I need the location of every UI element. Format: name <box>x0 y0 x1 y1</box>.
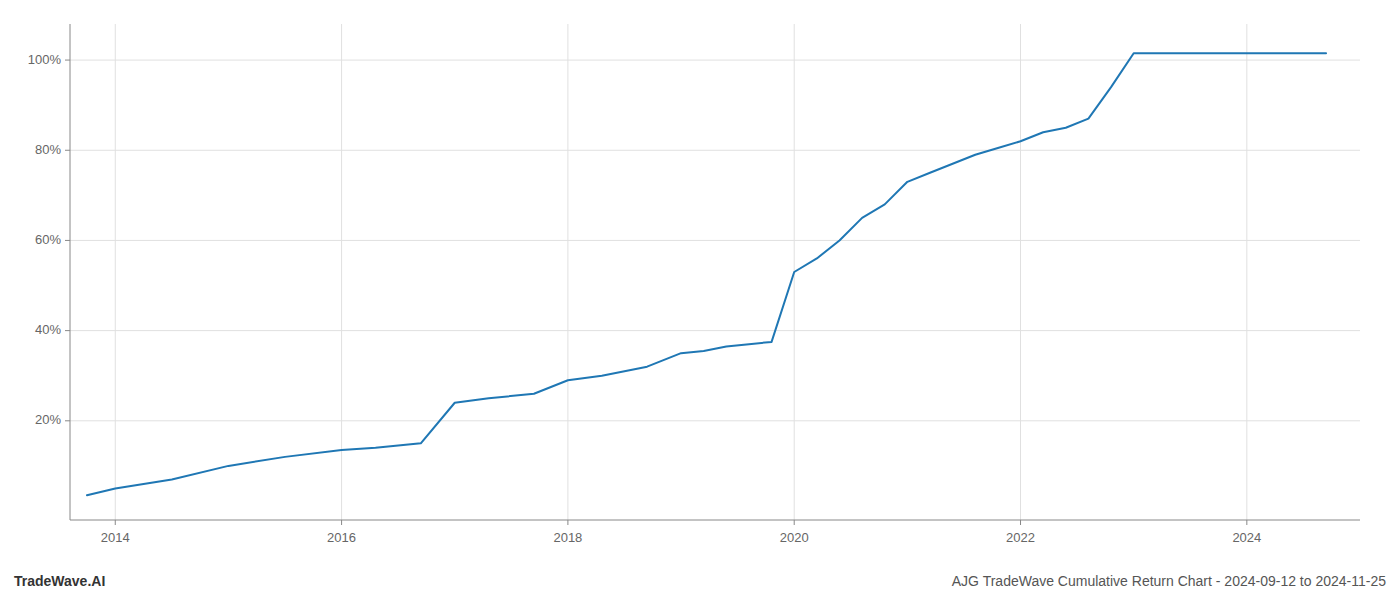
title: AJG TradeWave Cumulative Return Chart - … <box>952 573 1386 589</box>
grid-line-x <box>115 24 116 520</box>
tick-label-x: 2016 <box>327 530 356 545</box>
tick-y <box>65 240 70 241</box>
plot-area <box>87 53 1326 495</box>
grid-line-y <box>70 150 1360 151</box>
tick-x <box>1246 520 1247 525</box>
watermark: TradeWave.AI <box>14 573 105 589</box>
tick-label-y: 80% <box>35 142 61 157</box>
tick-label-y: 40% <box>35 322 61 337</box>
grid-line-y <box>70 60 1360 61</box>
tick-y <box>65 60 70 61</box>
tick-y <box>65 150 70 151</box>
tick-label-y: 20% <box>35 412 61 427</box>
tick-label-x: 2014 <box>101 530 130 545</box>
tick-label-x: 2024 <box>1232 530 1261 545</box>
tick-label-x: 2020 <box>780 530 809 545</box>
grid-line-y <box>70 330 1360 331</box>
tick-x <box>341 520 342 525</box>
grid-line-y <box>70 420 1360 421</box>
line <box>87 53 1326 495</box>
chart-container: 20% 40% 60% 80% 100% 2014 2016 2018 2020 2022 2024… <box>0 0 1400 600</box>
tick-y <box>65 420 70 421</box>
tick-x <box>115 520 116 525</box>
grid-line-y <box>70 240 1360 241</box>
axis-y <box>70 24 71 520</box>
grid <box>70 24 1360 520</box>
axes: 20% 40% 60% 80% 100% 2014 2016 2018 2020 2022 2024 <box>28 24 1360 545</box>
tick-label-y: 60% <box>35 232 61 247</box>
grid-line-x <box>1020 24 1021 520</box>
chart: 20% 40% 60% 80% 100% 2014 2016 2018 2020 2022 2024… <box>0 0 1400 600</box>
tick-y <box>65 330 70 331</box>
tick-x <box>794 520 795 525</box>
grid-line-x <box>567 24 568 520</box>
tick-label-x: 2018 <box>553 530 582 545</box>
tick-x <box>1020 520 1021 525</box>
grid-line-x <box>1246 24 1247 520</box>
background <box>0 0 1400 600</box>
axis-x <box>70 520 1360 521</box>
tick-x <box>567 520 568 525</box>
grid-line-x <box>341 24 342 520</box>
tick-label-x: 2022 <box>1006 530 1035 545</box>
tick-label-y: 100% <box>28 52 62 67</box>
